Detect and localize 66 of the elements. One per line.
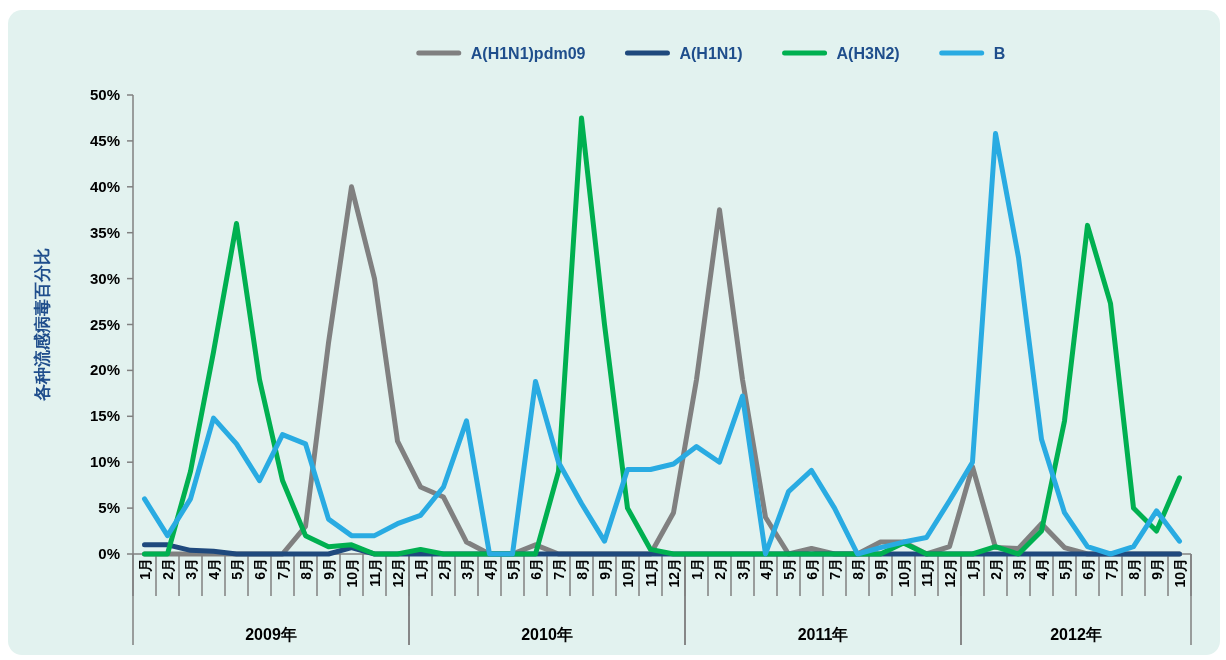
x-tick-label: 4月 — [1033, 558, 1050, 580]
x-tick-label: 11月 — [918, 558, 935, 587]
legend-label: A(H1N1) — [679, 45, 743, 62]
x-tick-label: 5月 — [780, 558, 797, 580]
x-tick-label: 12月 — [389, 558, 406, 588]
x-tick-label: 9月 — [320, 558, 337, 580]
x-tick-label: 5月 — [504, 558, 521, 580]
y-tick-label: 30% — [89, 269, 120, 287]
text: 2012年 — [1050, 626, 1102, 643]
x-tick-label: 10月 — [343, 558, 360, 588]
text: 2009年 — [245, 626, 297, 643]
y-tick-label: 50% — [89, 86, 120, 103]
x-tick-label: 2月 — [159, 558, 176, 580]
y-tick-label: 40% — [89, 177, 120, 195]
x-tick-label: 6月 — [527, 558, 544, 580]
x-tick-label: 1月 — [412, 558, 429, 580]
y-tick-label: 20% — [89, 361, 120, 379]
x-tick-label: 7月 — [550, 558, 567, 580]
x-tick-label: 8月 — [573, 558, 590, 580]
y-tick-label: 45% — [89, 131, 120, 149]
x-tick-label: 1月 — [964, 558, 981, 580]
x-tick-label: 6月 — [1079, 558, 1096, 580]
x-tick-label: 4月 — [205, 558, 222, 580]
x-tick-label: 11月 — [642, 558, 659, 587]
x-tick-label: 6月 — [251, 558, 268, 580]
y-axis-title: 各种流感病毒百分比 — [33, 248, 52, 402]
x-tick-label: 7月 — [826, 558, 843, 580]
x-tick-label: 8月 — [849, 558, 866, 580]
legend-label: B — [993, 45, 1006, 62]
x-tick-label: 8月 — [1125, 558, 1142, 580]
x-tick-label: 10月 — [619, 558, 636, 588]
x-tick-label: 4月 — [757, 558, 774, 580]
x-tick-label: 2月 — [711, 558, 728, 580]
y-tick-label: 35% — [89, 223, 120, 241]
x-tick-label: 3月 — [458, 558, 475, 580]
x-tick-label: 8月 — [297, 558, 314, 580]
x-tick-label: 2月 — [987, 558, 1004, 580]
x-tick-label: 4月 — [481, 558, 498, 580]
x-tick-label: 3月 — [182, 558, 199, 580]
x-tick-label: 5月 — [228, 558, 245, 580]
y-tick-label: 0% — [98, 545, 120, 562]
legend-label: A(H1N1)pdm09 — [470, 45, 586, 62]
x-tick-label: 7月 — [1102, 558, 1119, 580]
x-tick-label: 6月 — [803, 558, 820, 580]
x-tick-label: 9月 — [872, 558, 889, 580]
legend-label: A(H3N2) — [836, 45, 900, 62]
x-tick-label: 11月 — [366, 558, 383, 587]
x-tick-label: 9月 — [596, 558, 613, 580]
text: 2011年 — [797, 626, 849, 643]
x-tick-label: 7月 — [274, 558, 291, 580]
x-tick-label: 3月 — [1010, 558, 1027, 580]
y-tick-label: 10% — [89, 453, 120, 471]
x-tick-label: 2月 — [435, 558, 452, 580]
x-tick-label: 1月 — [136, 558, 153, 580]
text: 2010年 — [521, 626, 573, 643]
y-tick-label: 15% — [89, 407, 120, 425]
y-tick-label: 25% — [89, 315, 120, 333]
x-tick-label: 12月 — [941, 558, 958, 588]
x-tick-label: 3月 — [734, 558, 751, 580]
x-tick-label: 10月 — [1171, 558, 1188, 588]
x-tick-label: 5月 — [1056, 558, 1073, 580]
x-tick-label: 12月 — [665, 558, 682, 588]
x-tick-label: 10月 — [895, 558, 912, 588]
x-tick-label: 1月 — [688, 558, 705, 580]
x-tick-label: 9月 — [1148, 558, 1165, 580]
y-tick-label: 5% — [98, 499, 120, 517]
